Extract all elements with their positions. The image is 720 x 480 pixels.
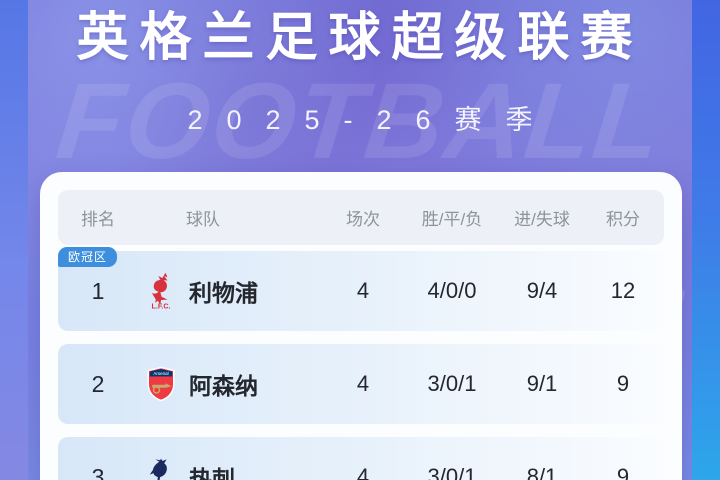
goals-cell: 8/1 bbox=[526, 464, 558, 480]
background-right-strip bbox=[692, 0, 720, 480]
svg-text:Arsenal: Arsenal bbox=[153, 371, 168, 376]
background-left-strip bbox=[0, 0, 28, 480]
points-cell: 9 bbox=[616, 371, 630, 396]
rank-cell: 3 bbox=[91, 463, 105, 480]
header-goals: 进/失球 bbox=[514, 210, 570, 229]
tottenham-crest-icon bbox=[145, 456, 177, 480]
header-rank: 排名 bbox=[81, 210, 115, 229]
rank-cell: 2 bbox=[91, 370, 105, 397]
team-name: 利物浦 bbox=[189, 280, 258, 306]
played-cell: 4 bbox=[356, 371, 370, 396]
team-name: 热刺 bbox=[189, 466, 235, 480]
team-cell: Arsenal 阿森纳 bbox=[138, 363, 324, 405]
wdl-cell: 3/0/1 bbox=[427, 464, 477, 480]
header-team: 球队 bbox=[186, 210, 220, 229]
header-wdl: 胜/平/负 bbox=[421, 210, 483, 229]
wdl-cell: 4/0/0 bbox=[427, 278, 477, 303]
header-played: 场次 bbox=[346, 210, 380, 229]
liverpool-crest-icon: L.F.C. bbox=[145, 270, 177, 312]
page-title: 英格兰足球超级联赛 bbox=[76, 9, 644, 67]
table-row: 欧冠区 1 L.F.C. 利物浦 4 4/0/0 9/4 bbox=[58, 247, 664, 331]
standings-card: 排名 球队 场次 胜/平/负 进/失球 积分 欧冠区 1 L.F.C. bbox=[40, 172, 682, 480]
table-row: 3 热刺 4 3/0/1 8/1 bbox=[58, 437, 664, 480]
champions-league-zone-badge: 欧冠区 bbox=[58, 247, 118, 267]
points-cell: 12 bbox=[610, 278, 636, 303]
rank-cell: 1 bbox=[91, 277, 105, 304]
season-subtitle: 2025-26赛季 bbox=[187, 105, 557, 135]
svg-text:L.F.C.: L.F.C. bbox=[152, 303, 171, 311]
team-cell: L.F.C. 利物浦 bbox=[138, 270, 324, 312]
goals-cell: 9/4 bbox=[526, 278, 558, 303]
table-header-row: 排名 球队 场次 胜/平/负 进/失球 积分 bbox=[58, 190, 664, 245]
played-cell: 4 bbox=[356, 464, 370, 480]
poster-background: FOOTBALL 英格兰足球超级联赛 2025-26赛季 排名 球队 场次 胜/… bbox=[28, 0, 692, 480]
wdl-cell: 3/0/1 bbox=[427, 371, 477, 396]
table-row: 2 Arsenal 阿森纳 4 3/0 bbox=[58, 344, 664, 424]
team-name: 阿森纳 bbox=[189, 373, 258, 399]
header-points: 积分 bbox=[606, 210, 640, 229]
goals-cell: 9/1 bbox=[526, 371, 558, 396]
team-cell: 热刺 bbox=[138, 456, 324, 480]
points-cell: 9 bbox=[616, 464, 630, 480]
arsenal-crest-icon: Arsenal bbox=[145, 363, 177, 405]
played-cell: 4 bbox=[356, 278, 370, 303]
